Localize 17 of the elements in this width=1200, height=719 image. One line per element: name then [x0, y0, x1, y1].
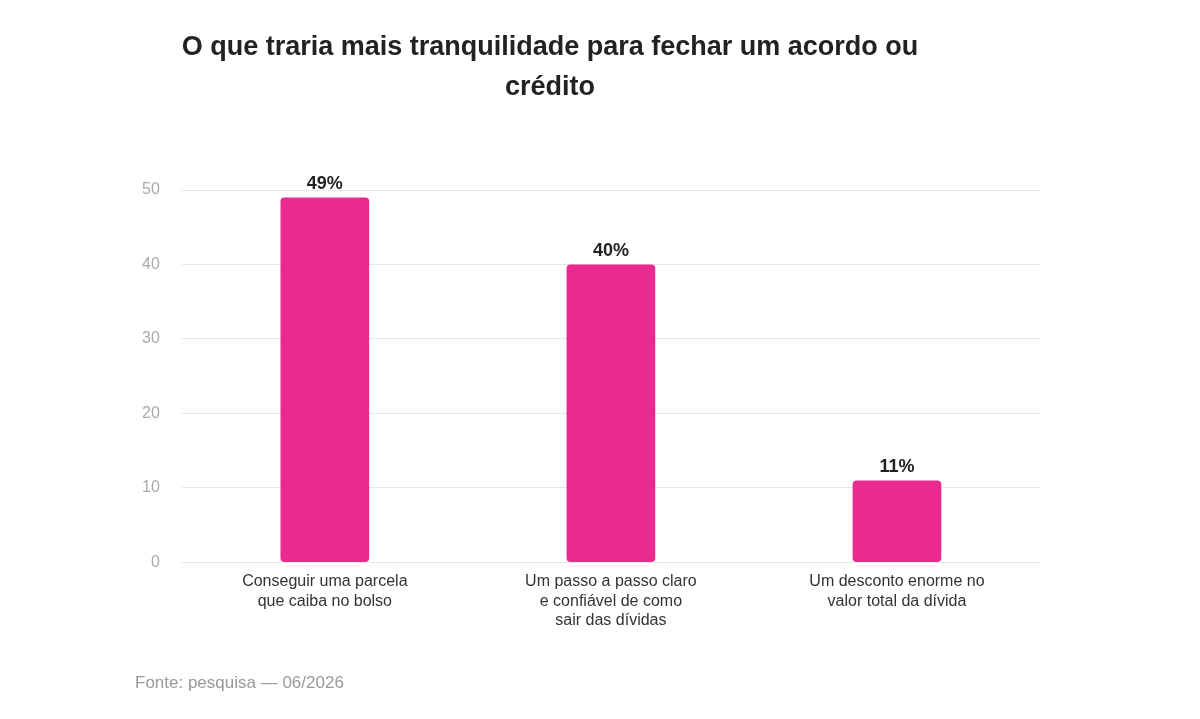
y-tick-label: 20 — [142, 403, 160, 421]
source-note: Fonte: pesquisa — 06/2026 — [135, 673, 344, 693]
y-tick-label: 50 — [142, 180, 160, 198]
y-tick-label: 30 — [142, 329, 160, 347]
data-label: 40% — [592, 240, 629, 261]
chart-title: O que traria mais tranquilidade para fechar um acordo ou crédito — [180, 30, 920, 103]
bar — [280, 197, 370, 562]
y-tick-label: 40 — [142, 254, 160, 272]
x-tick-label: Conseguir uma parcela que caiba no bolso — [242, 572, 408, 609]
x-tick-label: Um desconto enorme no valor total da dívida — [809, 572, 985, 609]
y-tick-label: 0 — [150, 552, 160, 570]
data-label: 49% — [306, 173, 343, 194]
bar — [566, 264, 656, 562]
bar — [852, 480, 942, 562]
x-tick-label: Um passo a passo claro e confiável de como sair das dívidas — [525, 572, 697, 628]
y-tick-label: 10 — [142, 478, 160, 496]
data-label: 11% — [879, 456, 915, 477]
